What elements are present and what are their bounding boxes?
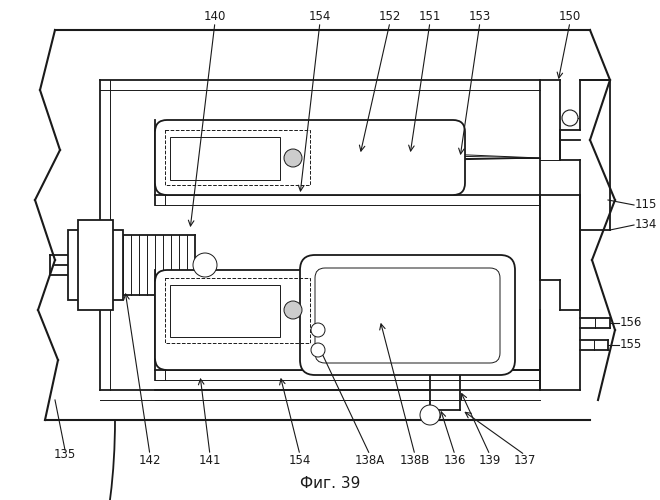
FancyBboxPatch shape <box>300 255 515 375</box>
Text: 154: 154 <box>309 10 331 22</box>
Text: 140: 140 <box>204 10 226 22</box>
Text: 142: 142 <box>139 454 161 466</box>
Text: 137: 137 <box>514 454 536 466</box>
Bar <box>165 278 310 343</box>
Bar <box>68 230 123 300</box>
Text: 155: 155 <box>620 338 642 351</box>
Text: 134: 134 <box>635 218 657 232</box>
Circle shape <box>420 405 440 425</box>
Text: 153: 153 <box>469 10 491 22</box>
Text: 151: 151 <box>419 10 441 22</box>
Circle shape <box>562 110 578 126</box>
Text: 138B: 138B <box>400 454 430 466</box>
Bar <box>170 137 280 180</box>
Text: 135: 135 <box>54 448 76 462</box>
FancyBboxPatch shape <box>155 270 465 370</box>
Bar <box>170 285 280 337</box>
FancyBboxPatch shape <box>315 268 500 363</box>
Bar <box>165 130 310 185</box>
Text: 138A: 138A <box>355 454 385 466</box>
Circle shape <box>284 149 302 167</box>
Text: Фиг. 39: Фиг. 39 <box>300 476 360 490</box>
Circle shape <box>311 343 325 357</box>
Text: 152: 152 <box>379 10 401 22</box>
Text: 115: 115 <box>635 198 657 211</box>
FancyBboxPatch shape <box>155 120 465 195</box>
Circle shape <box>284 301 302 319</box>
Circle shape <box>311 323 325 337</box>
Bar <box>78 220 113 310</box>
Circle shape <box>193 253 217 277</box>
Text: 150: 150 <box>559 10 581 22</box>
Text: 154: 154 <box>289 454 311 466</box>
Text: 156: 156 <box>620 316 642 330</box>
Text: 139: 139 <box>478 454 501 466</box>
Text: 136: 136 <box>444 454 466 466</box>
Text: 141: 141 <box>199 454 221 466</box>
